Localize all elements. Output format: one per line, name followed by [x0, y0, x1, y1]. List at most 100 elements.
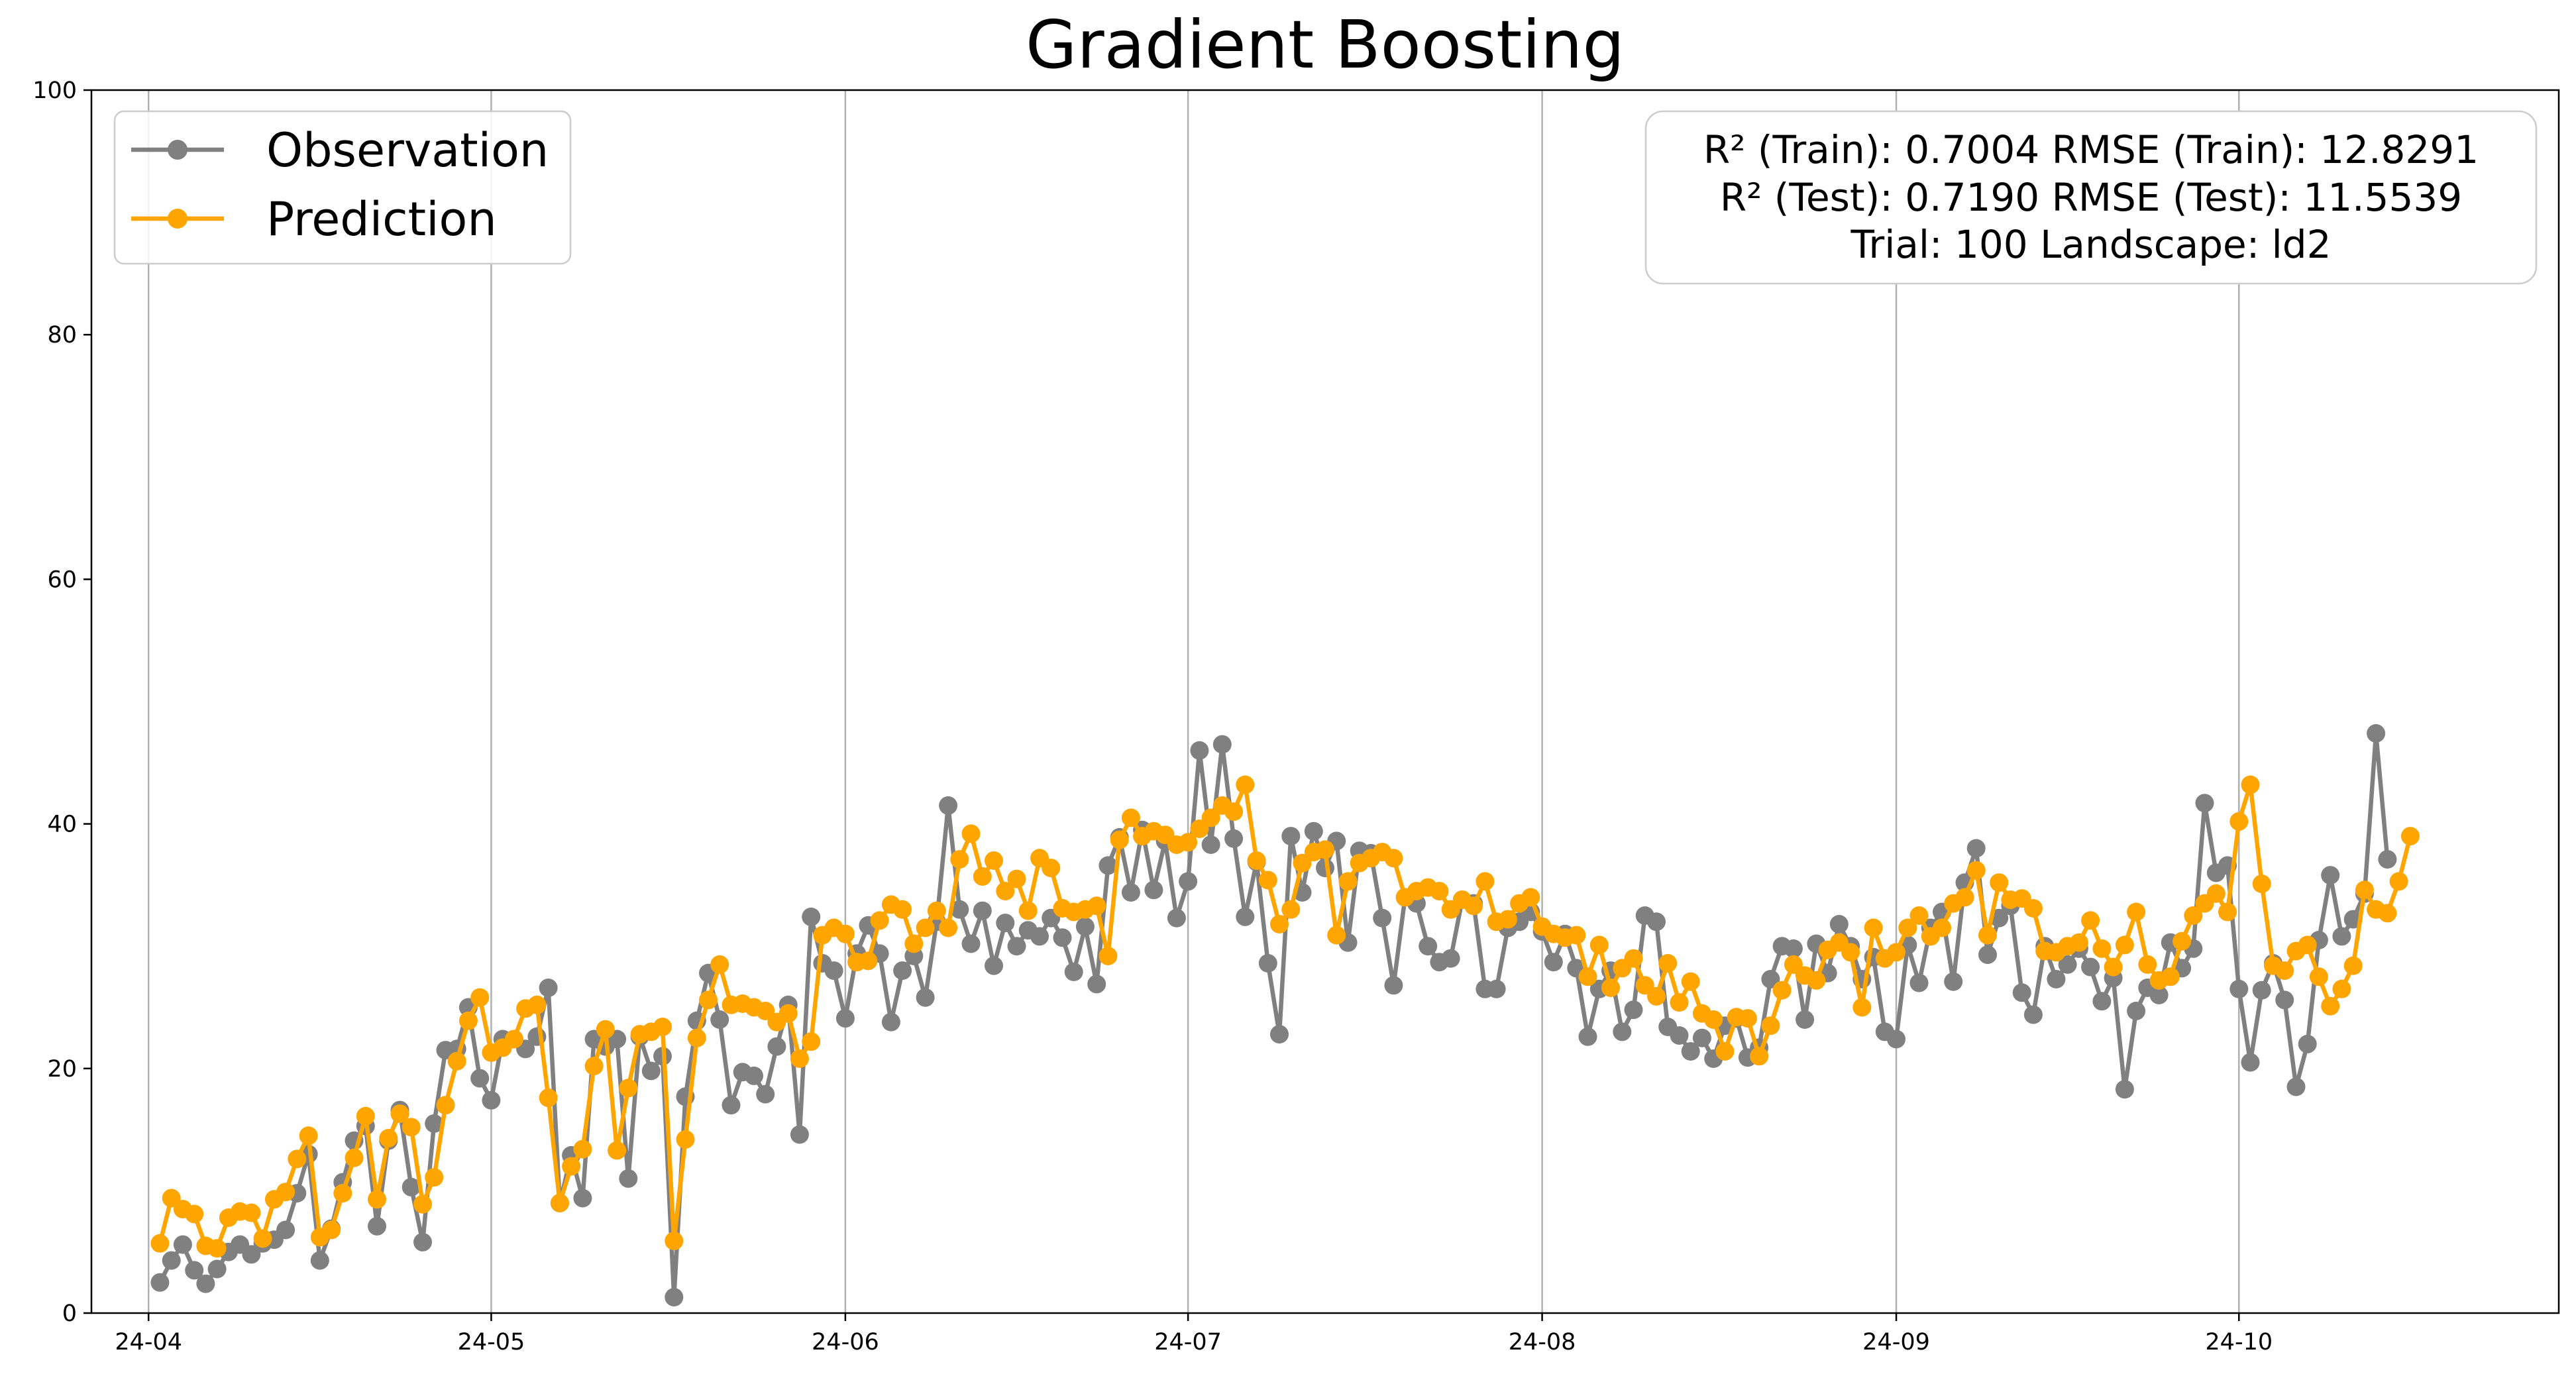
data-point-observation: [665, 1288, 684, 1306]
data-point-prediction: [333, 1184, 352, 1203]
data-point-observation: [893, 961, 912, 981]
data-point-observation: [835, 1009, 855, 1028]
data-point-prediction: [379, 1129, 398, 1147]
data-point-observation: [1419, 937, 1438, 956]
data-point-observation: [1212, 735, 1232, 754]
data-point-prediction: [927, 901, 946, 920]
data-point-observation: [2081, 957, 2100, 977]
legend-item-prediction: Prediction: [131, 192, 497, 246]
data-point-observation: [2023, 1005, 2043, 1024]
data-point-prediction: [276, 1183, 295, 1202]
data-point-prediction: [356, 1106, 375, 1126]
data-point-observation: [2378, 850, 2397, 869]
data-point-observation: [2367, 724, 2386, 743]
data-point-observation: [2241, 1053, 2260, 1072]
y-tick-label: 80: [47, 322, 77, 348]
data-point-prediction: [2275, 961, 2294, 981]
data-point-observation: [425, 1114, 444, 1133]
data-point-observation: [1578, 1027, 1597, 1046]
data-point-prediction: [893, 900, 912, 919]
data-point-prediction: [676, 1130, 695, 1149]
data-point-prediction: [447, 1051, 466, 1071]
data-point-observation: [207, 1259, 227, 1279]
data-point-observation: [756, 1085, 775, 1104]
data-point-observation: [2012, 983, 2031, 1002]
data-point-observation: [2058, 955, 2077, 974]
data-point-prediction: [150, 1234, 170, 1253]
legend-marker-observation: [168, 140, 188, 160]
data-point-prediction: [1966, 861, 1986, 880]
data-point-prediction: [1316, 840, 1334, 859]
data-point-prediction: [162, 1189, 181, 1208]
data-point-prediction: [390, 1104, 409, 1124]
data-point-observation: [2321, 866, 2340, 885]
data-point-prediction: [596, 1020, 615, 1039]
data-point-prediction: [299, 1126, 318, 1145]
data-point-prediction: [790, 1049, 809, 1068]
data-point-prediction: [1236, 775, 1255, 794]
data-point-prediction: [2229, 812, 2249, 831]
data-point-prediction: [1464, 896, 1483, 916]
data-point-observation: [790, 1125, 809, 1144]
data-point-observation: [767, 1037, 786, 1056]
data-point-prediction: [288, 1149, 307, 1169]
data-point-observation: [2047, 970, 2066, 988]
data-point-prediction: [1670, 993, 1689, 1012]
x-tick-label: 24-09: [1862, 1329, 1930, 1355]
data-point-observation: [2092, 992, 2112, 1011]
data-point-prediction: [1761, 1016, 1780, 1035]
data-point-prediction: [2400, 827, 2420, 846]
data-point-prediction: [2206, 884, 2226, 903]
data-point-observation: [1144, 880, 1163, 900]
y-tick-label: 60: [47, 566, 77, 593]
data-point-prediction: [1293, 853, 1312, 873]
y-tick-label: 100: [32, 78, 77, 104]
series-layer: [150, 724, 2420, 1306]
data-point-prediction: [2378, 904, 2397, 923]
x-gridlines: [147, 90, 2240, 1313]
data-point-prediction: [961, 824, 981, 843]
data-point-observation: [1030, 927, 1049, 946]
data-point-prediction: [687, 1028, 706, 1047]
data-point-observation: [802, 907, 821, 926]
data-point-prediction: [1258, 871, 1277, 890]
data-point-observation: [310, 1251, 329, 1270]
data-point-observation: [2149, 986, 2169, 1004]
data-point-prediction: [2298, 935, 2317, 955]
data-point-prediction: [550, 1193, 569, 1212]
data-point-observation: [470, 1069, 490, 1088]
data-point-prediction: [1018, 901, 1038, 920]
data-point-prediction: [2023, 899, 2043, 918]
data-point-observation: [961, 934, 981, 953]
data-point-prediction: [870, 911, 889, 930]
data-point-prediction: [1384, 849, 1403, 868]
x-tick-label: 24-08: [1509, 1329, 1576, 1355]
legend-marker-prediction: [168, 209, 188, 229]
data-point-observation: [641, 1061, 661, 1081]
series-prediction: [150, 775, 2420, 1258]
data-point-observation: [996, 914, 1015, 933]
data-point-prediction: [1567, 926, 1586, 945]
data-point-observation: [1053, 928, 1072, 947]
data-point-prediction: [1327, 926, 1346, 945]
data-point-observation: [1829, 915, 1849, 933]
data-point-observation: [2195, 794, 2214, 813]
data-point-observation: [1236, 907, 1255, 926]
data-point-observation: [1784, 939, 1803, 958]
data-point-prediction: [1807, 971, 1826, 990]
data-point-observation: [573, 1189, 592, 1208]
data-point-prediction: [1521, 888, 1540, 907]
data-point-prediction: [2092, 939, 2112, 958]
data-point-prediction: [1852, 998, 1872, 1017]
data-point-prediction: [1179, 833, 1198, 852]
data-point-observation: [710, 1010, 729, 1029]
data-point-prediction: [2081, 911, 2100, 930]
data-point-prediction: [778, 1004, 798, 1023]
data-point-prediction: [653, 1018, 672, 1036]
data-point-prediction: [322, 1220, 341, 1240]
data-point-observation: [1224, 829, 1244, 848]
data-point-prediction: [2309, 967, 2328, 986]
data-point-prediction: [562, 1157, 581, 1176]
data-point-prediction: [1224, 802, 1244, 822]
data-point-observation: [368, 1216, 386, 1236]
